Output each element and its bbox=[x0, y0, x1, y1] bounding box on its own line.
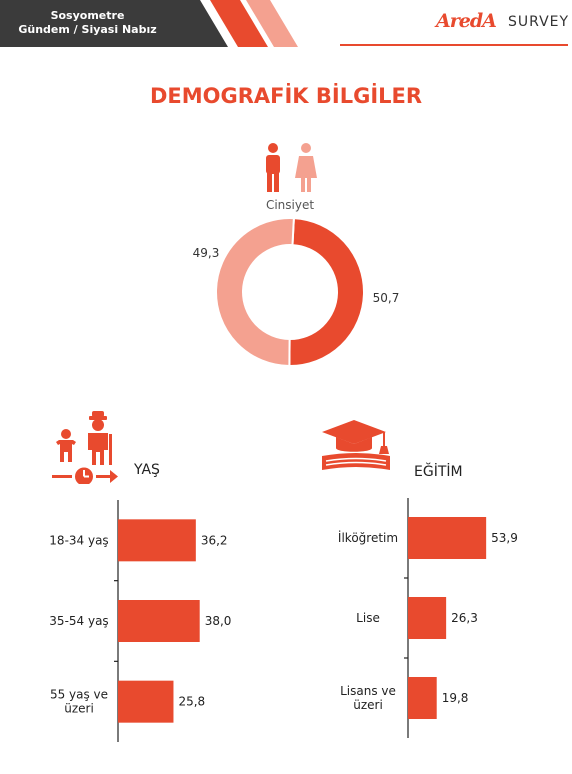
bar-value-label: 25,8 bbox=[178, 695, 205, 709]
donut-slice bbox=[215, 217, 295, 368]
category-label: 35-54 yaş bbox=[49, 614, 108, 628]
header-line-2: Gündem / Siyasi Nabız bbox=[18, 23, 157, 36]
graduation-cap-book-icon bbox=[322, 420, 390, 470]
donut-slice bbox=[288, 217, 365, 367]
category-label: 18-34 yaş bbox=[49, 533, 108, 547]
age-section-title: YAŞ bbox=[134, 462, 160, 478]
category-label: Lise bbox=[356, 611, 380, 625]
header-line-1: Sosyometre bbox=[50, 9, 125, 22]
bar-value-label: 19,8 bbox=[442, 691, 469, 705]
donut-value-label: 50,7 bbox=[373, 291, 400, 305]
donut-title: Cinsiyet bbox=[265, 198, 315, 212]
donut-value-label: 49,3 bbox=[193, 246, 220, 260]
bar-value-label: 26,3 bbox=[451, 611, 478, 625]
bar-value-label: 53,9 bbox=[491, 531, 518, 545]
child-elder-clock-icon bbox=[52, 411, 118, 484]
category-label: Lisans ve üzeri bbox=[340, 684, 396, 712]
brand-logo-name: AredA bbox=[436, 10, 497, 32]
bar-value-label: 36,2 bbox=[201, 533, 228, 547]
gender-donut-chart: 49,3 50,7 bbox=[193, 217, 400, 368]
education-section-title: EĞİTİM bbox=[414, 464, 463, 480]
page-title: DEMOGRAFİK BİLGİLER bbox=[149, 84, 423, 108]
category-label: İlköğretim bbox=[338, 530, 398, 545]
bar-value-label: 38,0 bbox=[205, 614, 232, 628]
brand-underline bbox=[340, 44, 568, 46]
brand-logo-suffix: SURVEY bbox=[508, 14, 570, 30]
bar bbox=[408, 517, 487, 559]
bar bbox=[408, 597, 447, 639]
bar bbox=[408, 677, 437, 719]
bar bbox=[118, 519, 196, 562]
category-label: 55 yaş ve üzeri bbox=[50, 688, 108, 716]
bar bbox=[118, 600, 200, 642]
header-band bbox=[0, 0, 298, 47]
bar bbox=[118, 680, 174, 723]
male-female-icon bbox=[266, 143, 317, 192]
